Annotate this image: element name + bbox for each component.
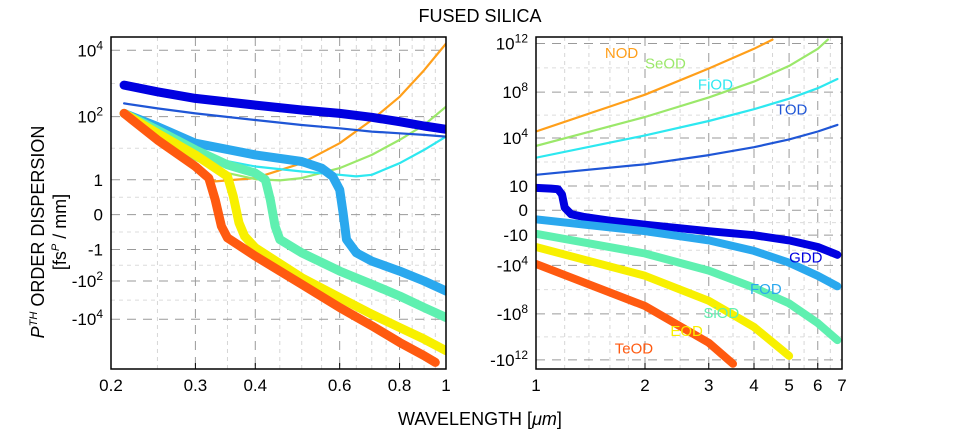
series-line	[536, 215, 842, 291]
left-panel: 0.2 0.3 0.4 0.6 0.8 1 104 102 1 0 -1 -102 -104	[72, 36, 451, 395]
right-panel: 1 2 3 4 5 6 71012108104100-10-104-108-1012NODS…	[490, 32, 847, 395]
series-line	[536, 260, 737, 368]
x-tick-label: 0.6	[328, 376, 352, 395]
y-tick-label: 0	[94, 206, 103, 225]
series-label: SiOD	[703, 305, 739, 322]
series-label: NOD	[605, 45, 639, 62]
series-line	[536, 243, 794, 360]
x-tick-label: 0.4	[243, 376, 267, 395]
plot-frame	[535, 36, 843, 370]
y-tick-label: -1	[88, 240, 103, 259]
y-tick-label: -10	[503, 226, 528, 245]
y-tick-label: -108	[497, 302, 529, 324]
y-axis-unit-label: [fsP / mm]	[50, 194, 70, 270]
y-tick-label: -104	[72, 307, 104, 329]
plot-frame	[110, 36, 447, 370]
y-tick-label: 104	[77, 38, 103, 60]
y-tick-label: 1	[94, 171, 103, 190]
x-tick-label: 6	[813, 376, 822, 395]
x-tick-label: 3	[704, 376, 713, 395]
series-label: EOD	[670, 323, 703, 340]
series-line	[536, 38, 774, 133]
series-group	[119, 42, 446, 367]
y-tick-label: 1012	[496, 32, 529, 54]
y-tick-label: 108	[502, 80, 528, 102]
series-group	[536, 38, 842, 368]
series-label: GDD	[789, 250, 823, 267]
series-line	[119, 108, 446, 296]
y-tick-label: 102	[77, 105, 103, 127]
x-tick-label: 2	[640, 376, 649, 395]
x-tick-label: 0.3	[184, 376, 208, 395]
x-tick-label: 5	[784, 376, 793, 395]
series-line	[119, 108, 446, 322]
series-line	[123, 102, 446, 138]
series-line	[119, 108, 440, 367]
x-tick-label: 4	[749, 376, 758, 395]
x-tick-label: 7	[837, 376, 846, 395]
series-label: TOD	[776, 101, 808, 118]
x-tick-label: 0.8	[388, 376, 412, 395]
y-axis-label: PTH ORDER DISPERSION	[28, 126, 48, 339]
series-label: FiOD	[698, 76, 733, 93]
series-line	[536, 229, 842, 345]
x-tick-label: 1	[441, 376, 450, 395]
series-line	[536, 77, 839, 159]
series-line	[536, 183, 842, 259]
y-tick-label: 104	[502, 126, 528, 148]
y-tick-label: -1012	[490, 348, 528, 370]
x-tick-label: 1	[531, 376, 540, 395]
series-line	[119, 80, 446, 134]
y-tick-label: -104	[497, 253, 529, 275]
x-tick-label: 0.2	[99, 376, 123, 395]
y-tick-label: 0	[519, 201, 528, 220]
series-line	[119, 108, 446, 356]
series-line	[536, 38, 829, 147]
figure-title: FUSED SILICA	[418, 6, 541, 26]
series-line	[536, 123, 839, 176]
series-label: SeOD	[645, 55, 686, 72]
x-axis-label: WAVELENGTH [μm]	[398, 409, 562, 429]
y-tick-label: 10	[509, 177, 528, 196]
series-label: FOD	[750, 281, 782, 298]
series-label: TeOD	[615, 340, 654, 357]
y-tick-label: -102	[72, 269, 104, 291]
